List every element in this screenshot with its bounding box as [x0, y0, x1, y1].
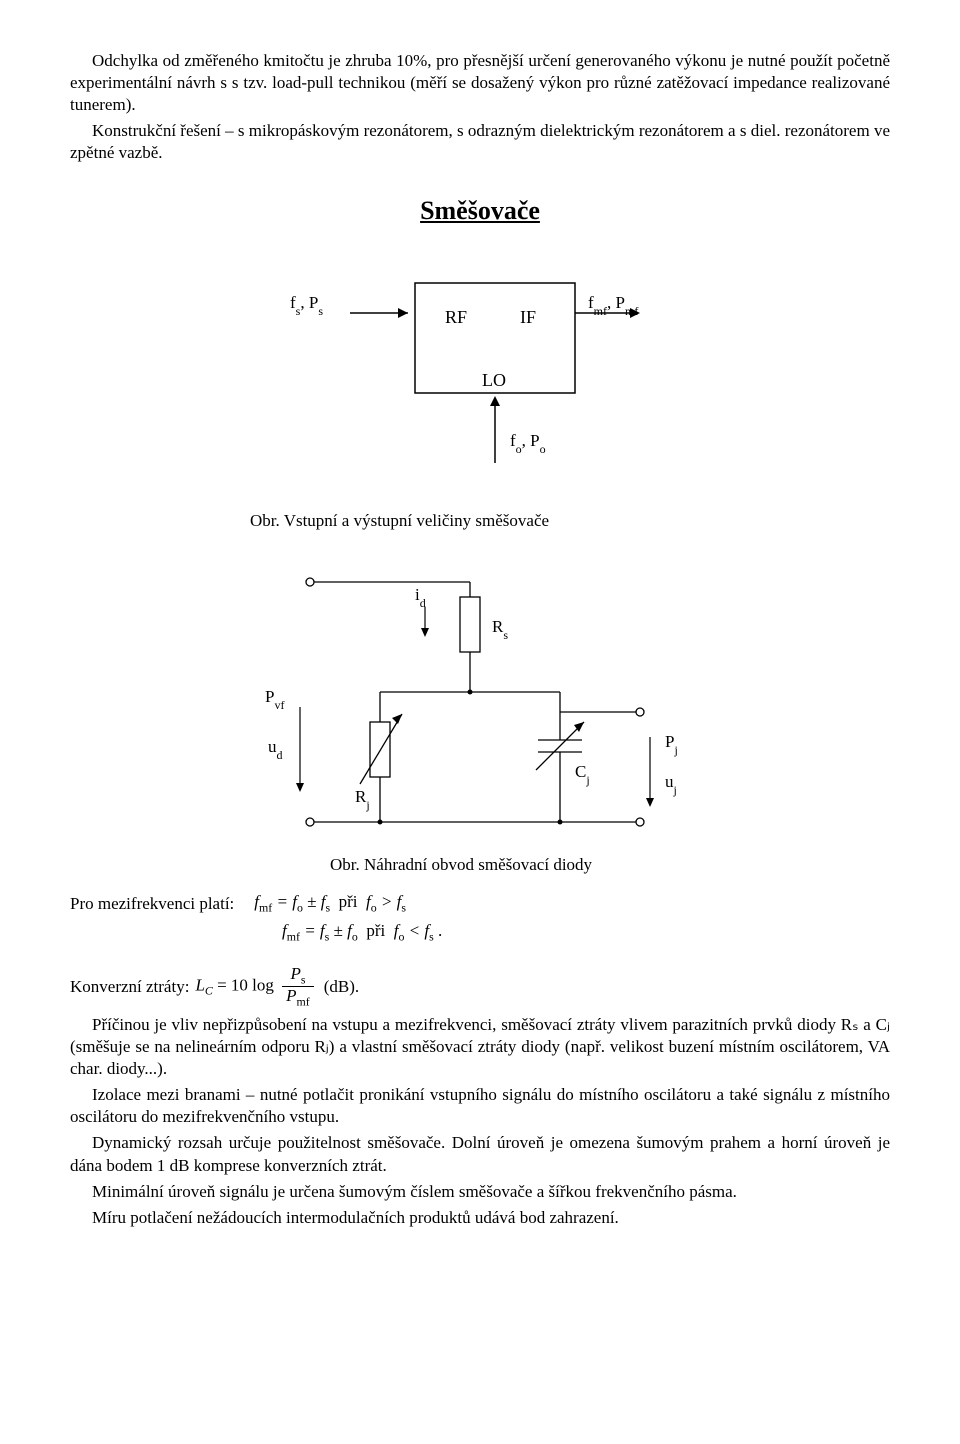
if-label: IF [520, 307, 536, 327]
equation-1: fmf = fo ± fs při fo > fs [254, 891, 406, 916]
diagram2-caption: Obr. Náhradní obvod směšovací diody [330, 854, 890, 876]
body-p2: Izolace mezi branami – nutné potlačit pr… [70, 1084, 890, 1128]
equation-lead: Pro mezifrekvenci platí: [70, 893, 234, 915]
lo-label: LO [482, 370, 506, 390]
terminal-top-left [306, 578, 314, 586]
pvf-label: Pvf [265, 687, 284, 712]
body-p5: Míru potlačení nežádoucích intermodulačn… [70, 1207, 890, 1229]
diode-circuit-svg: id Rs Pvf ud Rj Cj Pj uj [220, 562, 740, 842]
conversion-formula: LC = 10 log Ps Pmf [195, 965, 317, 1008]
body-p3: Dynamický rozsah určuje použitelnost smě… [70, 1132, 890, 1176]
intro-paragraph-1: Odchylka od změřeného kmitočtu je zhruba… [70, 50, 890, 116]
section-title: Směšovače [70, 194, 890, 228]
arrow-lo-icon [490, 396, 500, 406]
equation-row-2: fmf = fs ± fo při fo < fs . [282, 920, 890, 945]
diode-circuit-diagram: id Rs Pvf ud Rj Cj Pj uj [70, 562, 890, 842]
fmf-pmf-label: fmf, Pmf [588, 293, 638, 318]
diagram1-caption: Obr. Vstupní a výstupní veličiny směšova… [250, 510, 890, 532]
fo-po-label: fo, Po [510, 431, 546, 456]
conversion-unit: (dB). [324, 976, 359, 998]
body-p4: Minimální úroveň signálu je určena šumov… [70, 1181, 890, 1203]
cj-label: Cj [575, 762, 590, 787]
terminal-bottom-left [306, 818, 314, 826]
rj-label: Rj [355, 787, 370, 812]
rj-arrow-icon [392, 714, 402, 724]
rs-resistor [460, 597, 480, 652]
rs-label: Rs [492, 617, 508, 642]
conversion-lead: Konverzní ztráty: [70, 976, 189, 998]
equation-row-1: Pro mezifrekvenci platí: fmf = fo ± fs p… [70, 891, 890, 916]
arrow-in-icon [398, 308, 408, 318]
id-label: id [415, 585, 426, 610]
body-p1: Příčinou je vliv nepřizpůsobení na vstup… [70, 1014, 890, 1080]
uj-label: uj [665, 772, 677, 797]
ud-label: ud [268, 737, 283, 762]
terminal-bottom-right [636, 818, 644, 826]
mixer-block-svg: RF IF LO fs, Ps fmf, Pmf fo, Po [230, 268, 730, 498]
equation-2: fmf = fs ± fo při fo < fs . [282, 920, 442, 945]
fs-ps-label: fs, Ps [290, 293, 323, 318]
intro-paragraph-2: Konstrukční řešení – s mikropáskovým rez… [70, 120, 890, 164]
rf-label: RF [445, 307, 467, 327]
pj-label: Pj [665, 732, 678, 757]
terminal-top-right [636, 708, 644, 716]
conversion-loss-row: Konverzní ztráty: LC = 10 log Ps Pmf (dB… [70, 965, 890, 1008]
mixer-block-diagram: RF IF LO fs, Ps fmf, Pmf fo, Po [70, 268, 890, 498]
